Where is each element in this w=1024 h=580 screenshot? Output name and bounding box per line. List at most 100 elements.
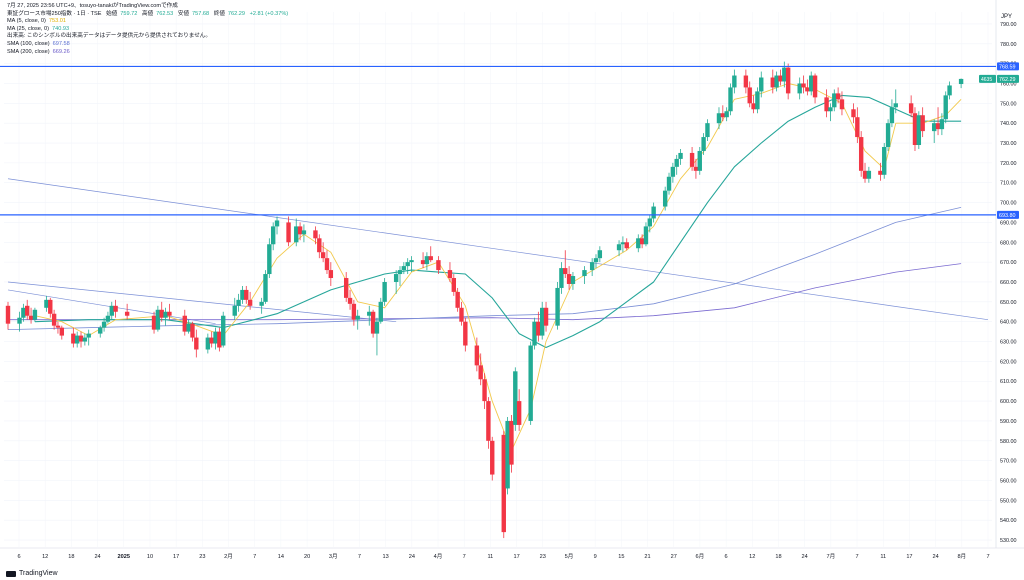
candle-body bbox=[167, 311, 172, 316]
candle-body bbox=[801, 83, 806, 88]
candle-body bbox=[570, 276, 576, 284]
candle-body bbox=[505, 420, 510, 489]
candle-body bbox=[28, 315, 34, 320]
x-tick-label: 7 bbox=[358, 554, 361, 560]
trend-line bbox=[7, 178, 989, 321]
candle-body bbox=[205, 337, 211, 350]
x-tick-label: 20 bbox=[304, 554, 310, 560]
candle-body bbox=[101, 321, 107, 328]
y-tick-label: 640.00 bbox=[1000, 320, 1017, 326]
indicator-ma25[interactable]: MA (25, close, 0) 740.93 bbox=[7, 26, 291, 34]
candle-body bbox=[286, 222, 291, 243]
candle-body bbox=[724, 111, 729, 118]
indicator-label: MA (25, close, 0) bbox=[7, 25, 49, 32]
x-tick-label: 12 bbox=[42, 554, 48, 560]
sma200-line bbox=[8, 263, 962, 321]
candle-body bbox=[597, 250, 603, 259]
candle-body bbox=[636, 238, 641, 249]
candle-body bbox=[743, 75, 749, 88]
y-tick-label: 650.00 bbox=[1000, 300, 1017, 306]
candle-body bbox=[424, 256, 430, 265]
indicator-sma100[interactable]: SMA (100, close) 697.58 bbox=[7, 41, 291, 49]
indicator-ma5[interactable]: MA (5, close, 0) 753.01 bbox=[7, 18, 291, 26]
x-tick-label: 7 bbox=[986, 554, 989, 560]
x-tick-label: 6 bbox=[17, 554, 20, 560]
candle-body bbox=[324, 258, 330, 271]
candle-body bbox=[159, 309, 164, 318]
candle-body bbox=[428, 256, 433, 261]
y-tick-label: 720.00 bbox=[1000, 161, 1017, 167]
candle-body bbox=[59, 327, 65, 336]
candle-body bbox=[374, 321, 380, 334]
candle-body bbox=[931, 123, 937, 132]
candle-body bbox=[459, 307, 464, 322]
candle-body bbox=[71, 333, 76, 344]
x-tick-label: 11 bbox=[487, 554, 493, 560]
candle-body bbox=[616, 244, 622, 251]
candle-body bbox=[232, 305, 237, 316]
chart-legend: 7月 27, 2025 23:56 UTC+9、tosuyo-tanakiがTr… bbox=[7, 3, 291, 56]
high-value: 762.53 bbox=[156, 10, 174, 17]
indicator-label: SMA (200, close) bbox=[7, 48, 50, 55]
price-label-badge bbox=[997, 62, 1019, 71]
y-tick-label: 600.00 bbox=[1000, 399, 1017, 405]
x-tick-label: 23 bbox=[199, 554, 205, 560]
indicator-volume[interactable]: 出来高: このシンボルの出来高データはデータ提供元から提供されておりません。 bbox=[7, 33, 291, 41]
indicator-value: 753.01 bbox=[48, 18, 66, 25]
sma100-line bbox=[7, 207, 962, 330]
candle-body bbox=[244, 289, 249, 300]
low-value: 757.68 bbox=[192, 10, 210, 17]
candle-body bbox=[582, 270, 587, 277]
y-tick-label: 690.00 bbox=[1000, 220, 1017, 226]
y-tick-label: 560.00 bbox=[1000, 479, 1017, 485]
candle-body bbox=[858, 137, 864, 171]
x-tick-label: 7 bbox=[253, 554, 256, 560]
x-tick-label: 24 bbox=[933, 554, 939, 560]
x-tick-label: 5月 bbox=[565, 553, 574, 560]
open-label: 始値 bbox=[106, 10, 118, 17]
close-value: 762.29 bbox=[227, 10, 246, 17]
candle-body bbox=[301, 230, 307, 235]
candle-body bbox=[651, 206, 656, 219]
candle-body bbox=[543, 307, 549, 326]
x-tick-label: 2月 bbox=[224, 553, 233, 560]
ma25-line bbox=[34, 94, 962, 349]
y-tick-label: 670.00 bbox=[1000, 260, 1017, 266]
candle-body bbox=[716, 113, 722, 124]
candle-body bbox=[958, 78, 964, 85]
indicator-label: 出来高: このシンボルの出来高データはデータ提供元から提供されておりません。 bbox=[7, 33, 211, 40]
candle-body bbox=[908, 103, 914, 114]
candle-body bbox=[832, 93, 837, 108]
candle-body bbox=[828, 107, 833, 112]
candle-body bbox=[774, 75, 779, 88]
candle-body bbox=[240, 289, 245, 300]
indicator-sma200[interactable]: SMA (200, close) 669.26 bbox=[7, 49, 291, 57]
x-tick-label: 7月 bbox=[827, 553, 836, 560]
candle-body bbox=[889, 107, 895, 124]
y-tick-label: 680.00 bbox=[1000, 240, 1017, 246]
candle-body bbox=[447, 270, 453, 279]
indicator-value: 740.93 bbox=[51, 25, 70, 32]
candle-body bbox=[124, 311, 130, 316]
currency-label: JPY bbox=[1000, 14, 1012, 20]
x-tick-label: 23 bbox=[540, 554, 546, 560]
candle-body bbox=[701, 137, 706, 151]
candle-body bbox=[105, 315, 111, 322]
y-tick-label: 740.00 bbox=[1000, 121, 1017, 127]
candle-body bbox=[747, 87, 752, 104]
y-tick-label: 570.00 bbox=[1000, 459, 1017, 465]
y-tick-label: 660.00 bbox=[1000, 280, 1017, 286]
candle-body bbox=[263, 274, 268, 302]
candle-body bbox=[490, 440, 495, 475]
x-tick-label: 4月 bbox=[434, 553, 443, 560]
indicator-label: MA (5, close, 0) bbox=[7, 18, 46, 25]
y-tick-label: 750.00 bbox=[1000, 101, 1017, 107]
candle-body bbox=[835, 93, 841, 100]
tradingview-logo[interactable]: TradingView bbox=[6, 570, 58, 577]
candle-body bbox=[643, 226, 649, 245]
change-value: +2.81 (+0.37%) bbox=[249, 10, 289, 17]
y-tick-label: 760.00 bbox=[1000, 81, 1017, 87]
y-tick-label: 710.00 bbox=[1000, 181, 1017, 187]
candle-body bbox=[17, 317, 22, 324]
